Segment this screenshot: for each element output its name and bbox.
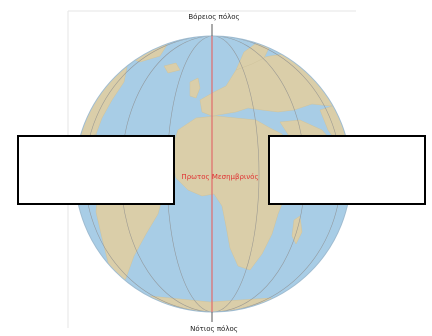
- prime-meridian-label: Πρωτος Μεσημβρινός: [181, 174, 258, 181]
- north-pole-label: Βόρειος πόλος: [188, 14, 239, 21]
- answer-box-right[interactable]: [268, 135, 426, 205]
- answer-box-left[interactable]: [17, 135, 175, 205]
